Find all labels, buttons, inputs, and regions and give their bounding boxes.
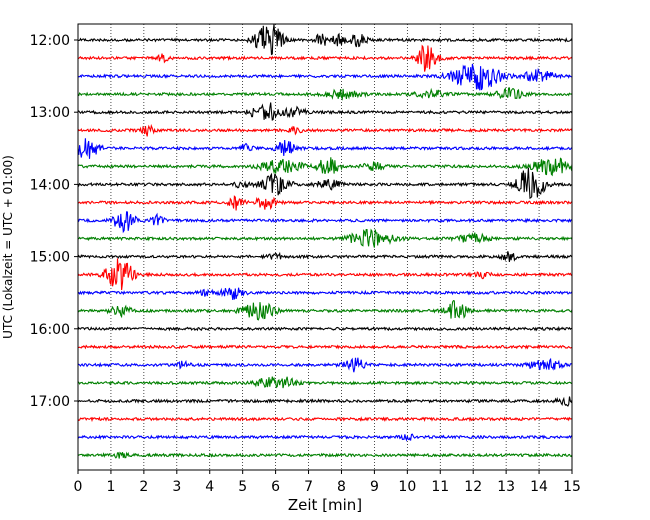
trace-1245 [77, 87, 573, 101]
y-tick-label: 13:00 [30, 105, 70, 121]
plot-frame [77, 23, 573, 471]
trace-1745 [77, 451, 573, 459]
x-tick-label: 2 [139, 479, 148, 495]
trace-1600 [77, 325, 573, 332]
x-tick-label: 12 [464, 479, 482, 495]
x-tick-label: 7 [304, 479, 313, 495]
trace-1215 [77, 44, 573, 72]
y-axis-label: UTC (Lokalzeit = UTC + 01:00) [1, 155, 15, 339]
trace-1430 [77, 211, 572, 234]
vertical-grid [110, 24, 540, 470]
trace-1415 [77, 195, 573, 211]
trace-1615 [77, 344, 573, 350]
trace-1315 [77, 123, 573, 137]
x-tick-label: 4 [205, 479, 214, 495]
seismogram-traces [77, 24, 573, 459]
trace-1545 [77, 299, 573, 321]
x-tick-label: 5 [238, 479, 247, 495]
y-axis-ticks: 12:00 13:00 14:00 15:00 16:00 17:00 [30, 33, 78, 410]
x-tick-label: 6 [271, 479, 280, 495]
trace-1330 [77, 138, 573, 159]
x-tick-label: 0 [74, 479, 83, 495]
y-tick-label: 14:00 [30, 177, 70, 193]
x-tick-label: 11 [431, 479, 449, 495]
y-tick-label: 12:00 [30, 33, 70, 49]
trace-1300 [77, 102, 573, 121]
y-tick-label: 17:00 [30, 394, 70, 410]
y-tick-label: 16:00 [30, 322, 70, 338]
trace-1630 [77, 357, 573, 373]
x-tick-label: 10 [398, 479, 416, 495]
y-tick-label: 15:00 [30, 250, 70, 266]
trace-1530 [77, 287, 573, 300]
x-tick-label: 1 [106, 479, 115, 495]
trace-1515 [77, 258, 573, 291]
trace-1700 [77, 396, 573, 407]
trace-1400 [77, 167, 573, 199]
x-tick-label: 15 [563, 479, 581, 495]
trace-1345 [77, 157, 573, 177]
trace-1645 [77, 376, 573, 389]
x-tick-label: 3 [172, 479, 181, 495]
trace-1445 [77, 228, 573, 248]
x-axis-ticks: 0 1 2 3 4 5 6 7 8 9 10 11 12 13 14 15 [74, 470, 581, 495]
x-tick-label: 9 [370, 479, 379, 495]
trace-1715 [77, 416, 573, 423]
trace-1500 [77, 251, 573, 262]
x-tick-label: 8 [337, 479, 346, 495]
trace-1200 [77, 24, 573, 56]
trace-1730 [77, 433, 573, 442]
x-tick-label: 13 [497, 479, 515, 495]
trace-1230 [77, 63, 573, 91]
x-axis-label: Zeit [min] [288, 496, 362, 514]
x-tick-label: 14 [530, 479, 548, 495]
plot-background [78, 24, 572, 470]
